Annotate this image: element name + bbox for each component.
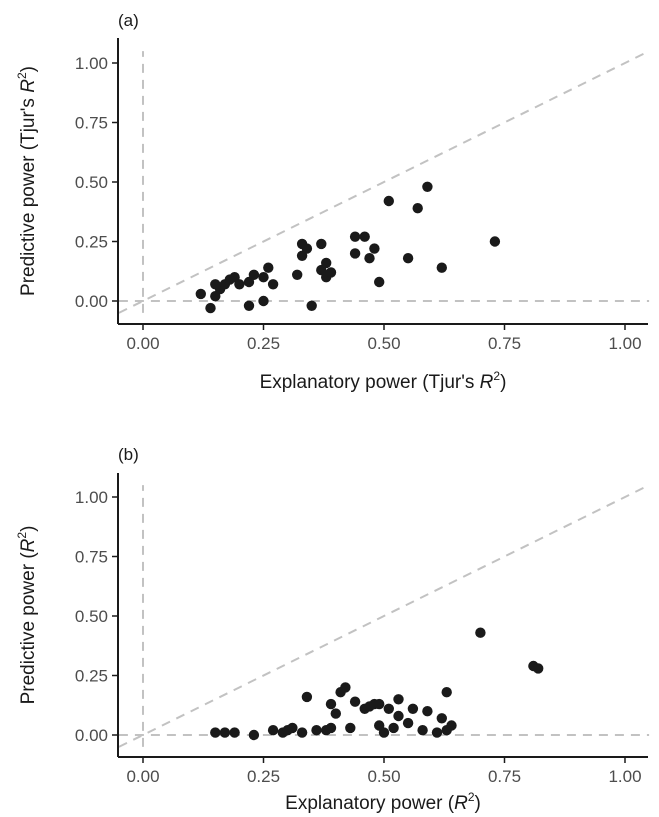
panel-b-point-23 — [374, 698, 385, 710]
panel-b-x-tick-label-3: 0.75 — [488, 767, 521, 786]
panel-b-y-ticks: 0.00 0.25 0.50 0.75 1.00 — [75, 488, 118, 745]
panel-b-point-1 — [219, 727, 231, 738]
panel-a-point-22 — [316, 238, 327, 250]
panel-a-y-tick-label-1: 0.25 — [75, 233, 108, 252]
panel-a-point-29 — [364, 253, 375, 264]
panel-a-x-tick-label-4: 1.00 — [608, 334, 641, 353]
panel-a-x-axis-title: Explanatory power (Tjur's R2) — [260, 369, 507, 393]
panel-b-reference-lines — [118, 484, 650, 748]
panel-b-x-tick-label-4: 1.00 — [608, 767, 641, 786]
panel-a-point-14 — [263, 262, 274, 273]
panel-a-point-26 — [349, 248, 361, 259]
panel-a-point-9 — [243, 300, 255, 311]
panel-b-point-35 — [441, 687, 452, 698]
panel-b-ref-line-identity — [118, 484, 650, 748]
panel-b-point-14 — [330, 708, 341, 719]
panel-a-y-tick-label-4: 1.00 — [75, 54, 108, 73]
panel-b-point-38 — [475, 627, 486, 638]
panel-b-point-37 — [441, 725, 452, 736]
panel-a-point-11 — [248, 269, 260, 280]
panel-b-point-4 — [267, 725, 279, 736]
panel-b-point-7 — [287, 722, 298, 734]
panel-b-y-tick-label-2: 0.50 — [75, 607, 108, 626]
panel-b-point-2 — [229, 727, 240, 738]
panel-a-point-8 — [234, 279, 245, 290]
panel-a-point-16 — [292, 269, 303, 280]
panel-a-point-28 — [359, 231, 370, 242]
panel-a-ref-line-identity — [118, 50, 650, 314]
panel-b: (b) 0.00 0.25 0.50 0.75 1.00 0.00 0.25 0.50 0.7… — [15, 445, 650, 814]
panel-a-x-tick-label-3: 0.75 — [488, 334, 521, 353]
panel-a-points — [195, 181, 501, 314]
panel-b-label: (b) — [118, 445, 139, 464]
panel-b-point-27 — [393, 694, 404, 705]
panel-a-x-tick-label-1: 0.25 — [247, 334, 280, 353]
panel-a-point-20 — [306, 300, 317, 311]
panel-a-point-24 — [321, 257, 332, 269]
panel-b-point-30 — [407, 703, 419, 714]
panel-b-x-ticks: 0.00 0.25 0.50 0.75 1.00 — [126, 757, 642, 786]
panel-a-y-ticks: 0.00 0.25 0.50 0.75 1.00 — [75, 54, 118, 311]
panel-b-point-32 — [422, 706, 433, 717]
panel-a-point-15 — [267, 279, 279, 290]
panel-a-x-tick-label-0: 0.00 — [126, 334, 159, 353]
panel-a-point-13 — [258, 272, 269, 283]
panel-b-x-tick-label-1: 0.25 — [247, 767, 280, 786]
panel-a-point-36 — [436, 262, 447, 273]
panel-b-points — [210, 627, 544, 741]
panel-a-point-34 — [412, 203, 423, 214]
panel-a-point-30 — [369, 243, 380, 254]
panel-b-point-12 — [325, 698, 337, 710]
panel-a-y-tick-label-0: 0.00 — [75, 292, 108, 311]
panel-b-point-10 — [311, 725, 322, 736]
panel-b-point-3 — [248, 729, 260, 741]
panel-a-point-32 — [383, 195, 394, 207]
panel-b-point-13 — [325, 722, 337, 734]
panel-b-y-axis-title: Predictive power (R2) — [15, 526, 39, 705]
panel-b-point-26 — [388, 722, 399, 734]
panel-b-y-tick-label-3: 0.75 — [75, 548, 108, 567]
panel-a-y-tick-label-2: 0.50 — [75, 173, 108, 192]
panel-b-point-18 — [349, 696, 361, 707]
panel-b-point-40 — [533, 663, 544, 674]
panel-b-point-28 — [393, 710, 404, 722]
panel-b-x-tick-label-0: 0.00 — [126, 767, 159, 786]
panel-b-point-25 — [383, 703, 394, 714]
panel-a-label: (a) — [118, 11, 139, 30]
panel-b-point-24 — [378, 727, 390, 738]
panel-a-point-25 — [325, 267, 337, 278]
panel-b-point-34 — [436, 713, 447, 724]
panel-b-x-tick-label-2: 0.50 — [367, 767, 400, 786]
panel-a-point-33 — [402, 253, 414, 264]
panel-a-point-31 — [374, 276, 385, 288]
panel-a-reference-lines — [118, 50, 650, 314]
panel-a-x-tick-label-2: 0.50 — [367, 334, 400, 353]
panel-b-point-29 — [402, 717, 414, 729]
panel-a-point-1 — [205, 302, 216, 314]
panel-a-point-27 — [349, 231, 361, 242]
panel-b-point-16 — [340, 682, 351, 693]
panel-a-point-0 — [195, 288, 206, 300]
panel-b-y-tick-label-1: 0.25 — [75, 667, 108, 686]
panel-a-y-tick-label-3: 0.75 — [75, 114, 108, 133]
panel-b-x-axis-title: Explanatory power (R2) — [285, 790, 481, 814]
panel-a-point-37 — [489, 236, 501, 247]
panel-b-point-9 — [301, 691, 313, 703]
panel-a-x-ticks: 0.00 0.25 0.50 0.75 1.00 — [126, 324, 642, 353]
panel-b-point-17 — [345, 722, 356, 734]
panel-a-point-35 — [422, 181, 433, 192]
panel-a-point-12 — [258, 295, 269, 307]
panel-a-point-19 — [301, 243, 313, 254]
panel-b-point-0 — [210, 727, 221, 738]
panel-b-point-31 — [417, 725, 428, 736]
panel-b-y-tick-label-4: 1.00 — [75, 488, 108, 507]
panel-a: (a) 0.00 0.25 0.50 0.75 1.00 0.00 0.25 0.50 0.7… — [15, 11, 650, 393]
panel-b-y-tick-label-0: 0.00 — [75, 726, 108, 745]
panel-b-point-33 — [431, 727, 443, 738]
panel-a-y-axis-title: Predictive power (Tjur's R2) — [15, 66, 39, 296]
panel-b-point-8 — [296, 727, 308, 738]
